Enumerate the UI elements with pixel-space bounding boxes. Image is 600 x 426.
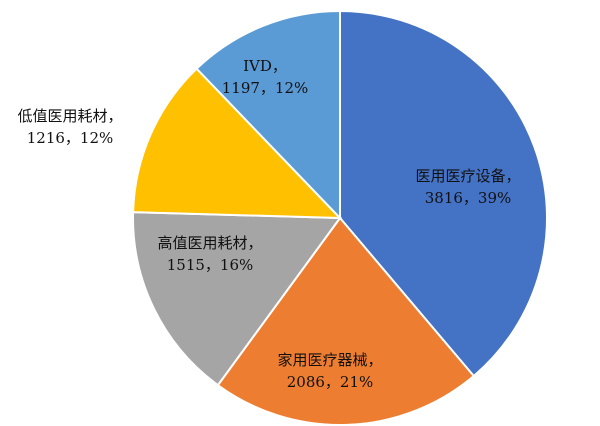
pie-slice xyxy=(132,67,343,220)
slice-category-label: 低值医用耗材， xyxy=(17,107,122,125)
slice-value-label: 1197，12% xyxy=(222,79,309,97)
slice-value-label: 2086，21% xyxy=(287,373,374,391)
pie-slice xyxy=(132,211,342,387)
pie-slice xyxy=(339,9,548,378)
slice-category-label: 高值医用耗材， xyxy=(157,234,262,252)
slice-value-label: 1515，16% xyxy=(167,256,254,274)
slice-category-label: 医用医疗设备， xyxy=(415,167,520,185)
slice-category-label: IVD， xyxy=(243,57,287,75)
pie-slice xyxy=(216,216,476,426)
slice-value-label: 1216，12% xyxy=(27,129,114,147)
slice-category-label: 家用医疗器械， xyxy=(277,351,382,369)
slice-value-label: 3816，39% xyxy=(425,189,512,207)
pie-slice xyxy=(195,9,341,221)
